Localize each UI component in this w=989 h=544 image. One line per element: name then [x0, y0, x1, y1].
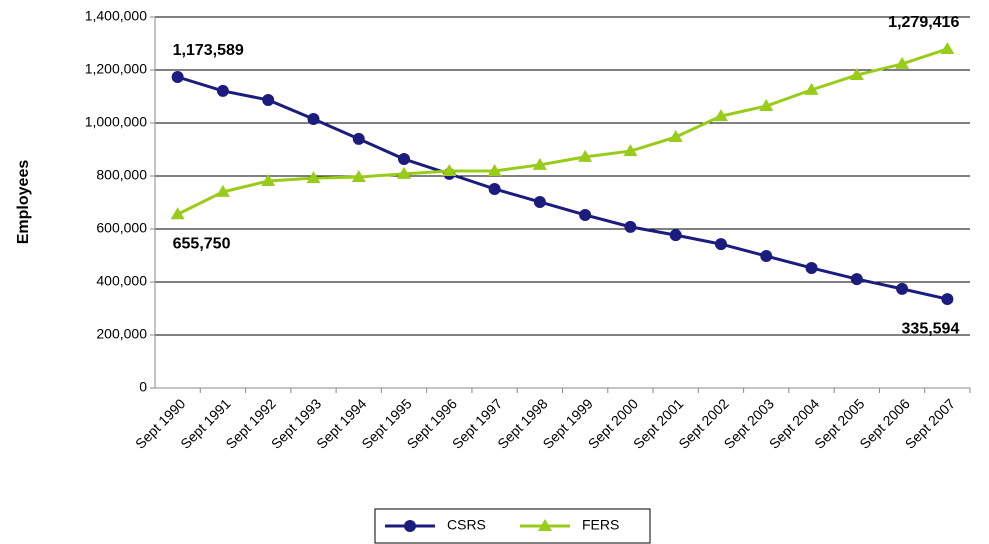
- x-tick-label: Sept 2007: [902, 395, 959, 452]
- y-axis-label: Employees: [15, 160, 32, 245]
- point: [487, 163, 502, 176]
- data-label: 655,750: [173, 235, 231, 252]
- point: [533, 195, 546, 208]
- series-line: [177, 75, 948, 301]
- point: [669, 229, 682, 242]
- y-tick-label: 800,000: [96, 167, 147, 183]
- point: [442, 163, 457, 176]
- point: [352, 132, 365, 145]
- point: [578, 149, 593, 162]
- point: [351, 170, 366, 183]
- point: [170, 207, 185, 220]
- legend-label: FERS: [582, 517, 619, 533]
- point: [896, 282, 909, 295]
- data-label: 1,173,589: [173, 42, 244, 59]
- legend: CSRS FERS: [374, 508, 651, 544]
- point: [532, 157, 547, 170]
- point: [306, 171, 321, 184]
- point: [895, 56, 910, 69]
- point: [261, 174, 276, 187]
- y-tick-label: 1,000,000: [85, 114, 147, 130]
- point: [760, 250, 773, 263]
- point: [538, 519, 552, 531]
- y-tick-label: 1,200,000: [85, 61, 147, 77]
- legend-label: CSRS: [447, 517, 486, 533]
- point: [714, 238, 727, 251]
- point: [398, 153, 411, 166]
- point: [759, 99, 774, 112]
- point: [488, 182, 501, 195]
- y-tick-label: 0: [139, 379, 147, 395]
- point: [850, 273, 863, 286]
- point: [404, 520, 416, 532]
- y-tick-label: 600,000: [96, 220, 147, 236]
- point: [216, 84, 229, 97]
- point: [940, 41, 955, 54]
- point: [307, 113, 320, 126]
- point: [579, 208, 592, 221]
- point: [215, 184, 230, 197]
- point: [624, 220, 637, 233]
- y-tick-label: 1,400,000: [85, 8, 147, 24]
- point: [941, 293, 954, 306]
- y-tick-label: 200,000: [96, 326, 147, 342]
- data-label: 1,279,416: [888, 14, 959, 31]
- point: [668, 130, 683, 143]
- point: [623, 144, 638, 157]
- point: [804, 82, 819, 95]
- point: [805, 261, 818, 274]
- point: [849, 68, 864, 81]
- data-label: 335,594: [902, 320, 960, 337]
- point: [262, 93, 275, 106]
- point: [713, 109, 728, 122]
- point: [397, 166, 412, 179]
- y-tick-label: 400,000: [96, 273, 147, 289]
- point: [171, 70, 184, 83]
- series-line: [176, 47, 948, 216]
